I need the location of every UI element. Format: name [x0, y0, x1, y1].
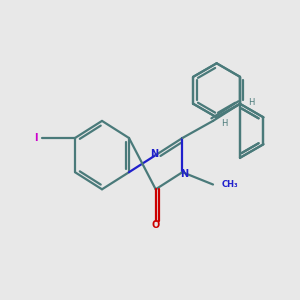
- Text: O: O: [152, 220, 160, 230]
- Text: CH₃: CH₃: [222, 180, 238, 189]
- Text: H: H: [221, 119, 228, 128]
- Text: N: N: [150, 148, 158, 159]
- Text: H: H: [248, 98, 255, 107]
- Text: N: N: [180, 169, 188, 179]
- Text: I: I: [34, 133, 38, 143]
